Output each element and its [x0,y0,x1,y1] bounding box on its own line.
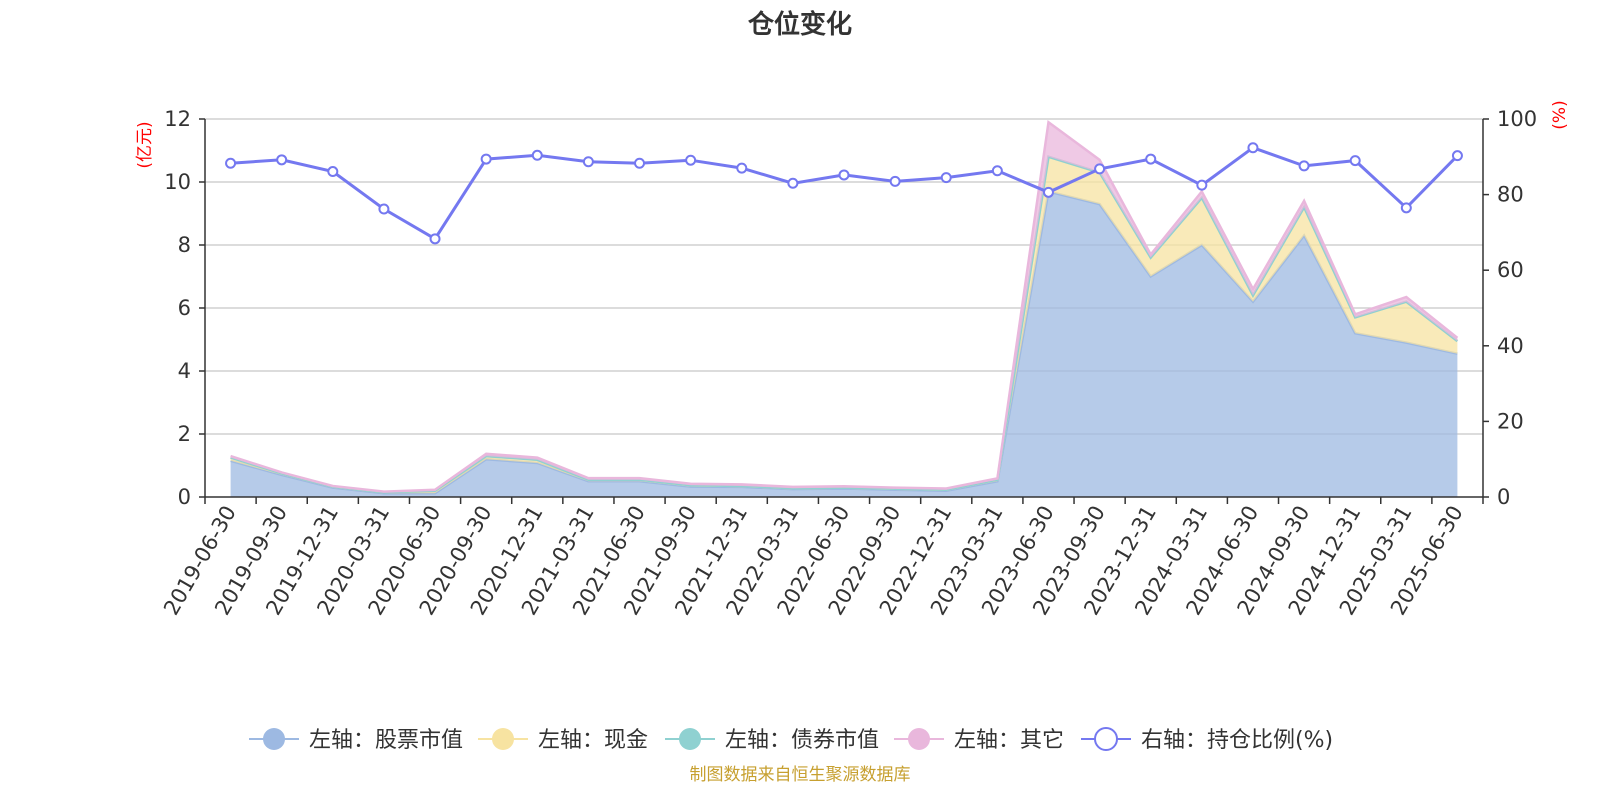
area-series-0 [230,191,1458,497]
ratio-point-15 [991,165,1003,177]
left-tick-label: 8 [178,233,191,257]
legend-marker [679,728,701,750]
left-tick-label: 4 [178,359,191,383]
legend-label: 左轴：债券市值 [725,728,879,753]
ratio-point-22 [1349,155,1361,167]
right-tick-label: 100 [1497,107,1537,131]
ratio-point-11 [787,177,799,189]
ratio-point-4 [429,233,441,245]
left-tick-label: 0 [178,485,191,509]
legend-marker [492,728,514,750]
right-tick-label: 40 [1497,334,1524,358]
stacked-areas [230,119,1459,497]
ratio-point-3 [378,203,390,215]
legend-marker [263,728,285,750]
legend-item-4[interactable]: 右轴：持仓比例(%) [1081,727,1333,753]
ratio-point-7 [582,156,594,168]
source-note: 制图数据来自恒生聚源数据库 [690,765,911,785]
legend-label: 左轴：现金 [538,728,648,753]
right-tick-label: 80 [1497,183,1524,207]
ratio-point-10 [736,162,748,174]
legend-label: 左轴：股票市值 [309,728,463,753]
legend-marker [908,728,930,750]
legend-item-3[interactable]: 左轴：其它 [894,728,1064,753]
holding-ratio-line [225,142,1463,245]
ratio-point-20 [1247,142,1259,154]
ratio-point-16 [1042,186,1054,198]
ratio-point-6 [531,149,543,161]
right-tick-label: 20 [1497,409,1524,433]
legend-label: 左轴：其它 [954,728,1064,753]
ratio-point-1 [276,154,288,166]
right-axis-unit: (%) [1550,100,1570,129]
area-series-3-edge [230,119,1459,493]
left-tick-label: 10 [164,170,191,194]
ratio-point-5 [480,153,492,165]
left-tick-label: 2 [178,422,191,446]
left-tick-label: 6 [178,296,191,320]
ratio-line-path [230,146,1459,241]
ratio-point-12 [838,169,850,181]
legend[interactable]: 左轴：股票市值 左轴：现金 左轴：债券市值 左轴：其它 右轴：持仓比例(%) [249,727,1333,753]
legend-label: 右轴：持仓比例(%) [1141,728,1333,753]
right-tick-label: 60 [1497,258,1524,282]
left-tick-label: 12 [164,107,191,131]
ratio-point-18 [1145,153,1157,165]
ratio-point-9 [685,154,697,166]
ratio-point-23 [1400,202,1412,214]
ratio-point-17 [1094,163,1106,175]
legend-item-2[interactable]: 左轴：债券市值 [665,728,879,753]
chart-title: 仓位变化 [747,9,852,40]
right-tick-label: 0 [1497,485,1510,509]
legend-marker [1094,727,1118,751]
ratio-point-19 [1196,179,1208,191]
left-axis-unit: (亿元) [135,121,155,168]
legend-item-0[interactable]: 左轴：股票市值 [249,728,463,753]
ratio-point-21 [1298,160,1310,172]
ratio-point-24 [1451,150,1463,162]
ratio-point-14 [940,172,952,184]
ratio-point-2 [327,166,339,178]
ratio-point-0 [225,157,237,169]
ratio-point-13 [889,175,901,187]
legend-item-1[interactable]: 左轴：现金 [478,728,648,753]
ratio-point-8 [634,157,646,169]
